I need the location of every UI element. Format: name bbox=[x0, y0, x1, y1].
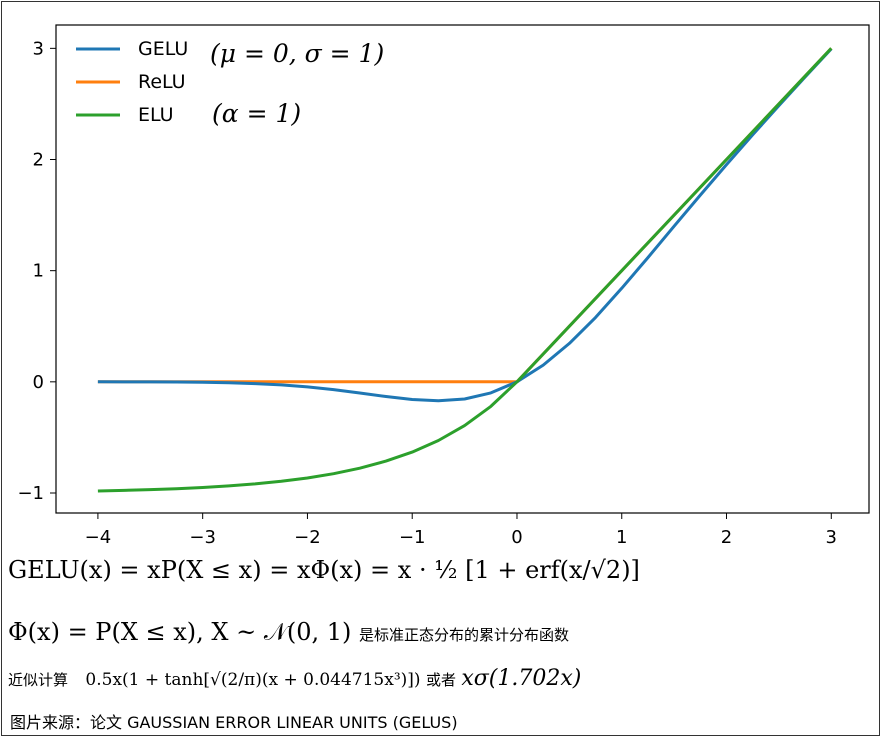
approx-label: 近似计算 bbox=[8, 671, 69, 689]
x-tick-label: −3 bbox=[189, 527, 216, 548]
y-tick-label: 1 bbox=[33, 261, 44, 282]
x-tick-label: 3 bbox=[826, 527, 837, 548]
approx-formula: 0.5x(1 + tanh[√(2/π)(x + 0.044715x³)]) bbox=[85, 670, 421, 690]
chart: −4 −3 −2 −1 0 1 2 3 −1 0 1 2 3 GELU ReLU ELU (μ = 0, σ =… bbox=[17, 24, 870, 548]
gelu-definition: GELU(x) = xP(X ≤ x) = xΦ(x) = x · ½ [1 +… bbox=[8, 556, 640, 584]
x-tick-label: −4 bbox=[85, 527, 112, 548]
series-line-gelu bbox=[97, 47, 833, 403]
approx-alt: xσ(1.702x) bbox=[461, 666, 582, 691]
approximation: 近似计算 0.5x(1 + tanh[√(2/π)(x + 0.044715x³… bbox=[8, 666, 581, 691]
legend-label-relu: ReLU bbox=[138, 71, 186, 93]
plot-area bbox=[55, 24, 870, 514]
legend-label-gelu: GELU bbox=[138, 38, 188, 60]
phi-note: 是标准正态分布的累计分布函数 bbox=[359, 626, 570, 644]
x-tick-label: 2 bbox=[721, 527, 732, 548]
y-tick-label: 2 bbox=[33, 150, 44, 171]
x-tick-label: 1 bbox=[616, 527, 627, 548]
legend-label-elu: ELU bbox=[138, 104, 174, 126]
x-tick-label: 0 bbox=[511, 527, 522, 548]
y-tick-label: 3 bbox=[33, 38, 44, 59]
legend-note-gelu: (μ = 0, σ = 1) bbox=[210, 39, 384, 68]
x-tick-label: −1 bbox=[399, 527, 426, 548]
phi-definition: Φ(x) = P(X ≤ x), X ~ 𝒩(0, 1) 是标准正态分布的累计分… bbox=[8, 618, 569, 646]
x-tick-label: −2 bbox=[294, 527, 321, 548]
phi-formula: Φ(x) = P(X ≤ x), X ~ 𝒩(0, 1) bbox=[8, 618, 352, 646]
series-line-elu bbox=[97, 47, 833, 493]
y-tick-label: 0 bbox=[33, 372, 44, 393]
legend-note-elu: (α = 1) bbox=[212, 99, 301, 128]
source-caption: 图片来源：论文 GAUSSIAN ERROR LINEAR UNITS (GEL… bbox=[10, 713, 458, 732]
series-line-relu bbox=[97, 47, 833, 384]
approx-or: 或者 bbox=[425, 671, 456, 689]
y-tick-label: −1 bbox=[17, 483, 44, 504]
